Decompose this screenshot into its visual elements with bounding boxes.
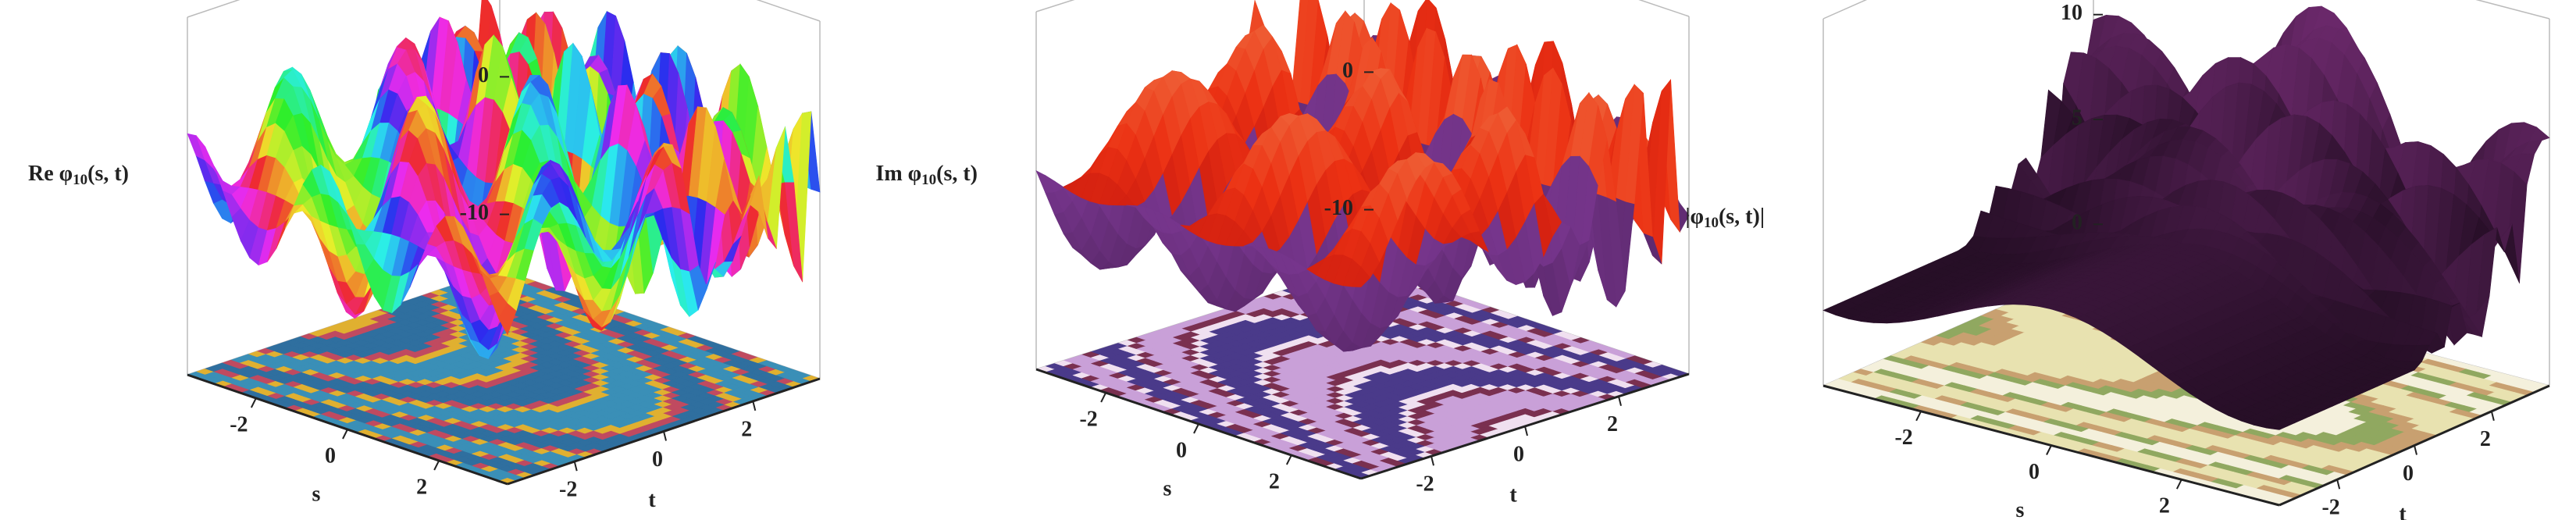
panel: 10 0 -10 -2 0 2 -2 0 2 s t Re φ10(s, t): [28, 0, 821, 512]
x-tick: [433, 460, 440, 471]
z-label-prefix: Re φ: [28, 162, 73, 186]
y-axis-label: t: [648, 488, 656, 512]
z-label-suffix: (s, t): [87, 162, 129, 186]
x-tick-label: 0: [325, 443, 336, 468]
x-axis-label: s: [312, 482, 321, 506]
y-tick: [752, 401, 757, 411]
z-axis-label: Re φ10(s, t): [28, 162, 129, 188]
y-tick-label: -2: [559, 477, 577, 501]
z-tick-label: -10: [460, 201, 489, 225]
x-tick-label: 2: [416, 475, 427, 499]
y-tick-label: 2: [741, 417, 752, 441]
y-tick: [573, 461, 578, 472]
z-label-sub: 10: [73, 172, 87, 188]
x-tick: [342, 429, 348, 440]
y-tick: [663, 431, 667, 441]
box-edge: [756, 0, 821, 22]
x-tick-label: -2: [230, 412, 248, 436]
y-tick-label: 0: [652, 447, 663, 472]
box-edge: [187, 0, 240, 18]
z-tick-label: 0: [478, 63, 489, 87]
x-tick: [250, 397, 257, 408]
box-edge: [1638, 0, 1690, 17]
